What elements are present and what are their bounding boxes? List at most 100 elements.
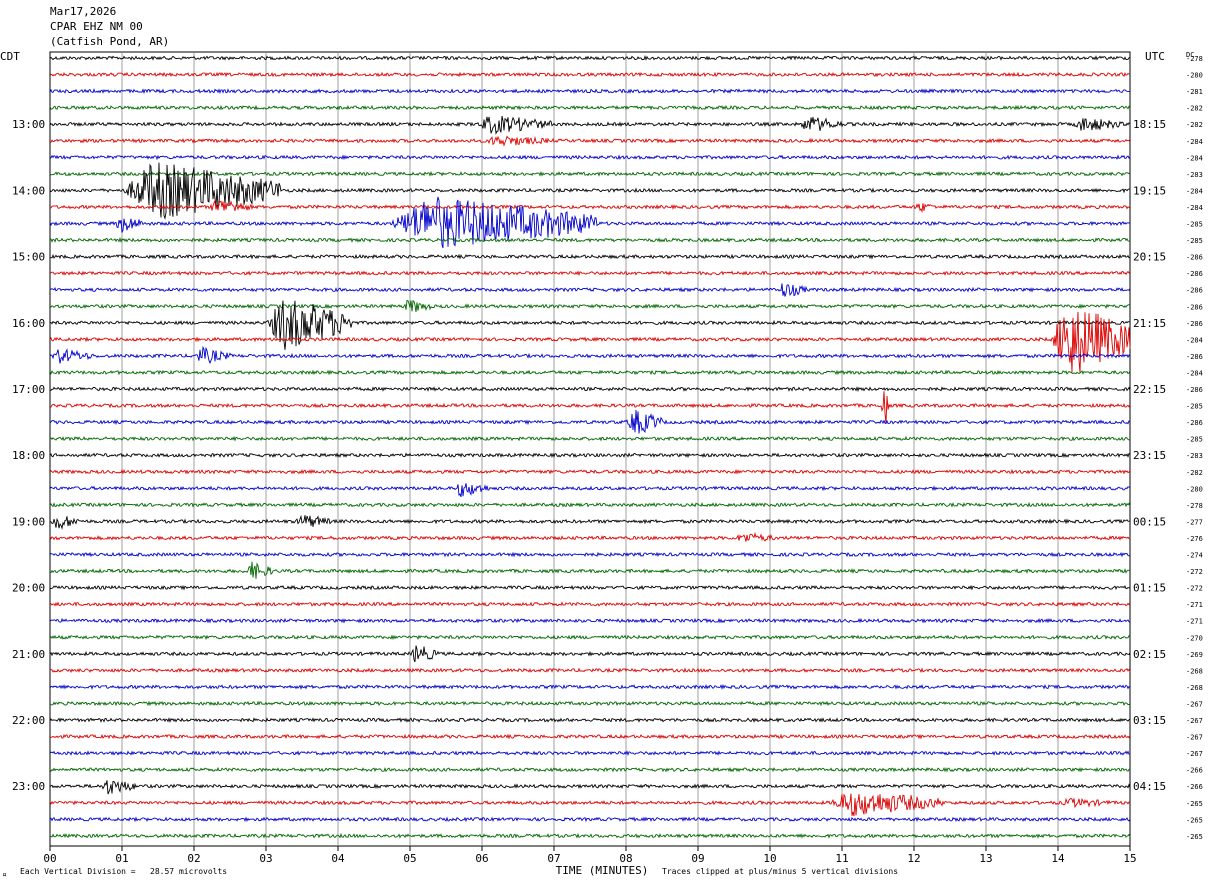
- cdt-time-label: 16:00: [12, 317, 45, 330]
- dc-offset-label: -284: [1186, 138, 1203, 146]
- dc-offset-label: -277: [1186, 518, 1203, 526]
- dc-offset-label: -283: [1186, 452, 1203, 460]
- seismic-trace: [49, 162, 1130, 220]
- dc-offset-label: -269: [1186, 651, 1203, 659]
- dc-offset-label: -282: [1186, 469, 1203, 477]
- seismic-trace: [49, 283, 1131, 297]
- dc-offset-label: -271: [1186, 618, 1203, 626]
- cdt-time-label: 21:00: [12, 648, 45, 661]
- seismic-trace: [49, 468, 1131, 475]
- cdt-time-label: 18:00: [12, 449, 45, 462]
- dc-offset-label: -267: [1186, 717, 1203, 725]
- seismic-trace: [49, 196, 1131, 249]
- x-tick-label: 06: [475, 852, 488, 865]
- clip-note: Traces clipped at plus/minus 5 vertical …: [662, 867, 899, 876]
- seismic-trace: [49, 531, 1131, 542]
- seismic-trace: [49, 369, 1131, 376]
- seismic-trace: [49, 452, 1131, 459]
- dc-offset-label: -265: [1186, 816, 1203, 824]
- dc-offset-label: -278: [1186, 55, 1203, 63]
- cdt-time-label: 15:00: [12, 251, 45, 264]
- x-axis-title: TIME (MINUTES): [556, 864, 649, 877]
- dc-offset-label: -286: [1186, 386, 1203, 394]
- x-tick-label: 04: [331, 852, 345, 865]
- cdt-time-label: 20:00: [12, 582, 45, 595]
- chart-date: Mar17,2026: [50, 5, 117, 18]
- seismic-trace: [49, 391, 1131, 424]
- dc-offset-label: -272: [1186, 568, 1203, 576]
- x-tick-label: 14: [1051, 852, 1065, 865]
- utc-time-label: 04:15: [1133, 780, 1166, 793]
- seismic-trace: [49, 270, 1131, 277]
- utc-time-label: 02:15: [1133, 648, 1166, 661]
- dc-offset-label: -272: [1186, 585, 1203, 593]
- dc-offset-label: -282: [1186, 121, 1203, 129]
- x-tick-label: 10: [763, 852, 776, 865]
- seismic-trace: [49, 71, 1131, 78]
- utc-time-label: 01:15: [1133, 582, 1166, 595]
- cdt-time-label: 19:00: [12, 515, 45, 528]
- seismic-trace: [49, 300, 1131, 313]
- utc-time-label: 23:15: [1133, 449, 1166, 462]
- seismic-trace: [49, 584, 1131, 591]
- cdt-time-label: 13:00: [12, 118, 45, 131]
- dc-offset-label: -271: [1186, 601, 1203, 609]
- seismic-trace: [49, 104, 1131, 111]
- seismic-trace: [49, 551, 1130, 558]
- dc-offset-label: -286: [1186, 303, 1203, 311]
- seismic-trace: [49, 832, 1131, 839]
- dc-offset-label: -286: [1186, 254, 1203, 262]
- utc-time-label: 00:15: [1133, 515, 1166, 528]
- dc-offset-label: -285: [1186, 436, 1203, 444]
- x-tick-label: 13: [979, 852, 992, 865]
- seismic-trace: [49, 54, 1131, 61]
- utc-time-label: 18:15: [1133, 118, 1166, 131]
- dc-offset-label: -286: [1186, 419, 1203, 427]
- utc-time-label: 21:15: [1133, 317, 1166, 330]
- dc-offset-label: -286: [1186, 320, 1203, 328]
- seismic-trace: [49, 816, 1131, 823]
- seismic-trace: [49, 300, 1131, 350]
- dc-offset-label: -281: [1186, 88, 1203, 96]
- x-tick-label: 08: [619, 852, 632, 865]
- x-tick-label: 07: [547, 852, 560, 865]
- seismic-trace: [49, 170, 1131, 177]
- dc-offset-label: -280: [1186, 72, 1203, 80]
- x-tick-label: 05: [403, 852, 416, 865]
- cdt-time-label: 22:00: [12, 714, 45, 727]
- dc-offset-label: -284: [1186, 336, 1203, 344]
- x-tick-label: 15: [1123, 852, 1136, 865]
- seismic-trace: [49, 766, 1131, 773]
- dc-offset-label: -266: [1186, 767, 1203, 775]
- seismic-trace: [49, 780, 1131, 795]
- seismic-trace: [49, 514, 1131, 530]
- left-axis-label: CDT: [0, 50, 20, 63]
- seismic-trace: [49, 483, 1131, 498]
- plot-frame: [49, 51, 1131, 847]
- dc-offset-label: -284: [1186, 369, 1203, 377]
- dc-offset-label: -286: [1186, 353, 1203, 361]
- dc-label: DC: [1186, 51, 1194, 59]
- utc-time-label: 19:15: [1133, 184, 1166, 197]
- station-name: CPAR EHZ NM 00: [50, 20, 143, 33]
- utc-time-label: 03:15: [1133, 714, 1166, 727]
- seismic-trace: [49, 667, 1131, 674]
- seismic-trace: [49, 634, 1131, 641]
- dc-offset-label: -286: [1186, 270, 1203, 278]
- dc-offset-label: -268: [1186, 667, 1203, 675]
- x-tick-label: 02: [187, 852, 200, 865]
- dc-offset-label: -285: [1186, 221, 1203, 229]
- cdt-time-label: 23:00: [12, 780, 45, 793]
- x-tick-label: 11: [835, 852, 848, 865]
- dc-offset-label: -267: [1186, 700, 1203, 708]
- dc-offset-label: -276: [1186, 535, 1203, 543]
- right-axis-label: UTC: [1145, 50, 1165, 63]
- dc-offset-label: -270: [1186, 634, 1203, 642]
- x-tick-label: 09: [691, 852, 704, 865]
- dc-offset-label: -283: [1186, 171, 1203, 179]
- seismic-trace: [49, 435, 1131, 442]
- seismic-trace: [49, 115, 1131, 136]
- dc-offset-label: -286: [1186, 287, 1203, 295]
- dc-offset-label: -266: [1186, 783, 1203, 791]
